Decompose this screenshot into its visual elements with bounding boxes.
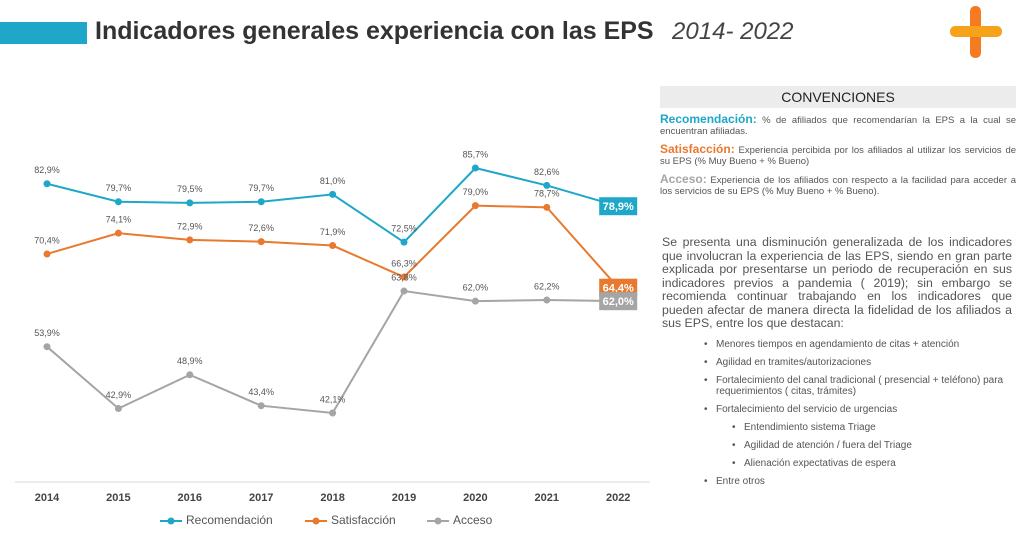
convention-text: % de afiliados que recomendarían la EPS … bbox=[660, 115, 1017, 137]
value-label: 79,5% bbox=[177, 184, 203, 194]
x-tick-label: 2016 bbox=[178, 492, 202, 504]
bullet: Agilidad en tramites/autorizaciones bbox=[704, 357, 1012, 368]
data-point bbox=[43, 343, 51, 351]
value-label: 63,8% bbox=[391, 272, 417, 282]
value-label: 82,6% bbox=[534, 167, 560, 177]
data-point bbox=[257, 238, 265, 246]
value-label: 62,2% bbox=[534, 281, 560, 291]
conventions: CONVENCIONES Recomendación: % de afiliad… bbox=[660, 86, 1016, 204]
data-point bbox=[43, 180, 51, 188]
title-block: Indicadores generales experiencia con la… bbox=[95, 17, 794, 46]
logo bbox=[950, 6, 1002, 58]
conventions-title: CONVENCIONES bbox=[660, 86, 1016, 108]
value-label: 79,0% bbox=[463, 187, 489, 197]
value-label: 62,0% bbox=[463, 283, 489, 293]
value-label: 79,7% bbox=[106, 183, 132, 193]
value-label: 70,4% bbox=[34, 235, 60, 245]
data-point bbox=[114, 405, 122, 413]
title-bar bbox=[0, 22, 87, 44]
value-label: 78,7% bbox=[534, 189, 560, 199]
data-point bbox=[329, 409, 337, 417]
data-point bbox=[543, 203, 551, 211]
bullet-list: Menores tiempos en agendamiento de citas… bbox=[704, 339, 1012, 487]
value-label: 72,5% bbox=[391, 224, 417, 234]
convention-text: Experiencia percibida por los afiliados … bbox=[660, 145, 1017, 167]
data-point bbox=[43, 250, 51, 258]
value-label: 82,9% bbox=[34, 165, 60, 175]
x-tick-label: 2018 bbox=[320, 492, 344, 504]
data-point bbox=[471, 202, 479, 210]
data-point bbox=[257, 198, 265, 206]
sub-bullet: Entendimiento sistema Triage bbox=[732, 422, 1012, 433]
legend-label: Acceso bbox=[453, 513, 493, 527]
convention-item: Satisfacción: Experiencia percibida por … bbox=[660, 142, 1017, 167]
sub-bullet: Alienación expectativas de espera bbox=[732, 458, 1012, 469]
value-label: 81,0% bbox=[320, 176, 346, 186]
data-point bbox=[186, 199, 194, 207]
legend-marker bbox=[434, 517, 442, 525]
value-label: 53,9% bbox=[34, 328, 60, 338]
bullet: Entre otros bbox=[704, 476, 1012, 487]
value-label: 42,1% bbox=[320, 394, 346, 404]
convention-text: Experiencia de los afiliados con respect… bbox=[660, 175, 1017, 197]
convention-item: Recomendación: % de afiliados que recome… bbox=[660, 112, 1017, 137]
convention-term: Satisfacción: bbox=[660, 142, 735, 156]
convention-term: Recomendación: bbox=[660, 112, 757, 126]
value-label-box bbox=[599, 292, 638, 311]
title: Indicadores generales experiencia con la… bbox=[95, 17, 654, 45]
data-point bbox=[471, 164, 479, 172]
value-label: 72,9% bbox=[177, 221, 203, 231]
bullet: Fortalecimiento del canal tradicional ( … bbox=[704, 375, 1012, 397]
value-label: 72,6% bbox=[248, 223, 274, 233]
data-point bbox=[257, 402, 265, 410]
data-point bbox=[114, 198, 122, 206]
x-tick-label: 2022 bbox=[606, 492, 630, 504]
value-label: 66,3% bbox=[391, 258, 417, 268]
data-point bbox=[543, 181, 551, 189]
data-point bbox=[186, 236, 194, 244]
sub-bullet: Agilidad de atención / fuera del Triage bbox=[732, 440, 1012, 451]
convention-term: Acceso: bbox=[660, 172, 707, 186]
value-label: 74,1% bbox=[106, 215, 132, 225]
data-point bbox=[400, 287, 408, 295]
value-label: 42,9% bbox=[106, 390, 132, 400]
bullet: Menores tiempos en agendamiento de citas… bbox=[704, 339, 1012, 350]
data-point bbox=[329, 190, 337, 198]
data-point bbox=[400, 273, 408, 281]
value-label: 79,7% bbox=[248, 183, 274, 193]
x-tick-label: 2020 bbox=[463, 492, 487, 504]
value-label: 78,9% bbox=[603, 201, 634, 213]
convention-item: Acceso: Experiencia de los afiliados con… bbox=[660, 172, 1017, 197]
x-tick-label: 2015 bbox=[106, 492, 130, 504]
legend-label: Satisfacción bbox=[331, 513, 396, 527]
value-label: 62,0% bbox=[603, 296, 634, 308]
data-point bbox=[114, 229, 122, 237]
sub-bullet-list: Entendimiento sistema Triage Agilidad de … bbox=[732, 422, 1012, 469]
x-tick-label: 2019 bbox=[392, 492, 416, 504]
data-point bbox=[400, 238, 408, 246]
legend-marker bbox=[312, 517, 320, 525]
summary: Se presenta una disminución generalizada… bbox=[662, 235, 1012, 330]
legend-marker bbox=[167, 517, 175, 525]
summary-block: Se presenta una disminución generalizada… bbox=[662, 235, 1012, 494]
value-label: 48,9% bbox=[177, 356, 203, 366]
data-point bbox=[471, 297, 479, 305]
title-years: 2014- 2022 bbox=[672, 18, 794, 45]
data-point bbox=[329, 242, 337, 250]
bullet: Fortalecimiento del servicio de urgencia… bbox=[704, 404, 1012, 415]
legend-label: Recomendación bbox=[186, 513, 273, 527]
value-label: 64,4% bbox=[603, 283, 634, 295]
data-point bbox=[543, 296, 551, 304]
chart: 2014 2015 2016 2017 2018 2019 2020 2021 2022 82,9… bbox=[15, 149, 650, 527]
value-label: 43,4% bbox=[248, 387, 274, 397]
x-tick-label: 2017 bbox=[249, 492, 273, 504]
x-tick-label: 2021 bbox=[535, 492, 559, 504]
value-label-box bbox=[599, 197, 638, 216]
value-label: 85,7% bbox=[463, 149, 489, 159]
value-label: 71,9% bbox=[320, 227, 346, 237]
data-point bbox=[186, 371, 194, 379]
x-tick-label: 2014 bbox=[35, 492, 60, 504]
